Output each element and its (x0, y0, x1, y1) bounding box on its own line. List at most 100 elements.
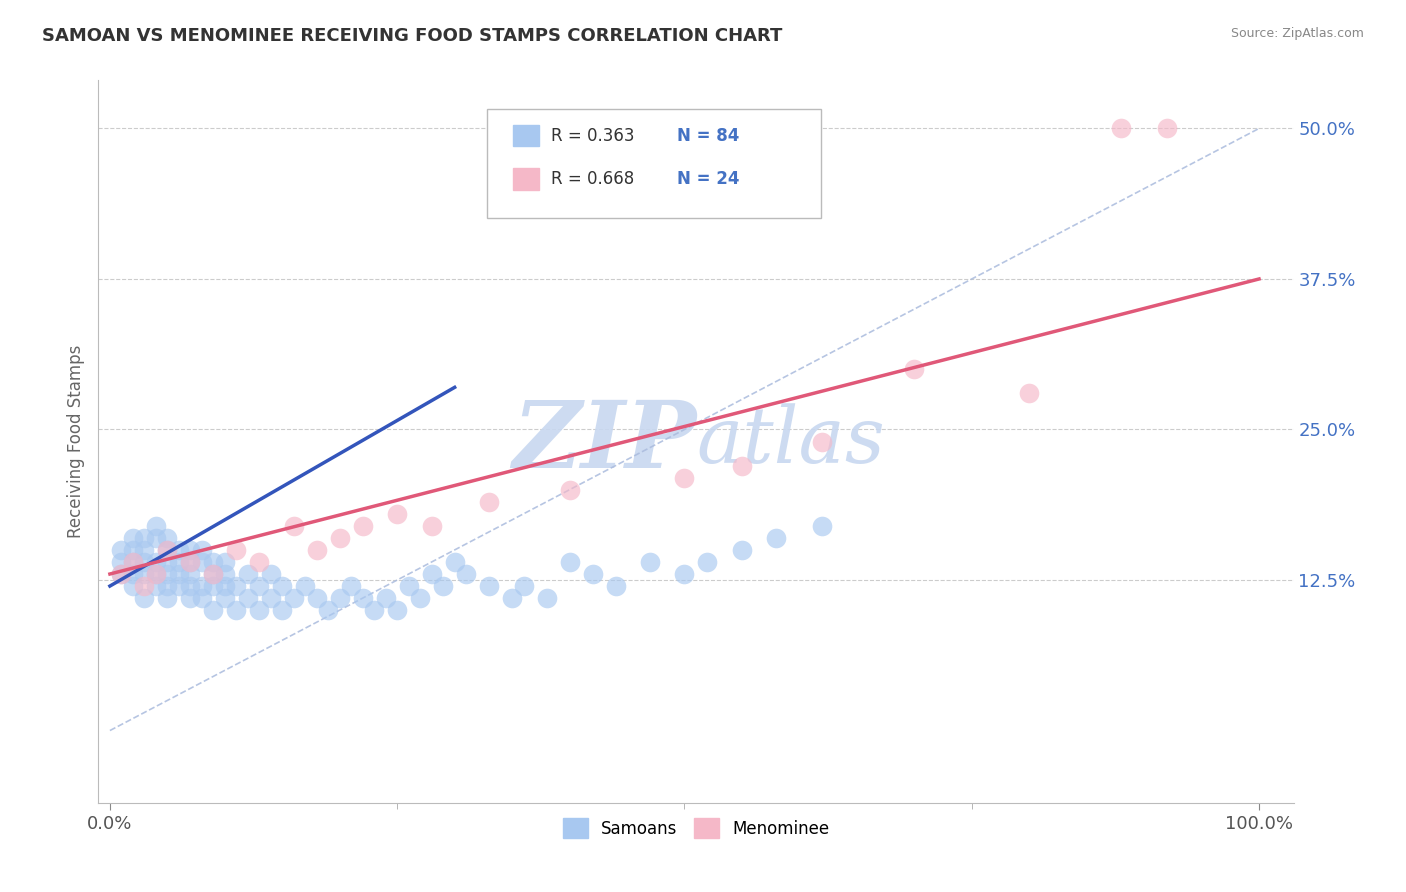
Point (271, 603, 294, 617)
Point (214, 555, 236, 569)
Point (156, 579, 179, 593)
Point (214, 567, 236, 582)
Point (385, 603, 409, 617)
Point (409, 591, 432, 606)
Point (1109, 121, 1132, 136)
Point (247, 555, 270, 569)
Point (811, 434, 834, 449)
Text: SAMOAN VS MENOMINEE RECEIVING FOOD STAMPS CORRELATION CHART: SAMOAN VS MENOMINEE RECEIVING FOOD STAMP… (42, 27, 783, 45)
Point (247, 603, 270, 617)
Point (432, 579, 454, 593)
Point (167, 567, 190, 582)
FancyBboxPatch shape (513, 168, 540, 190)
FancyBboxPatch shape (486, 109, 821, 218)
Point (903, 362, 925, 376)
Point (478, 579, 501, 593)
Point (156, 567, 179, 582)
Point (478, 494, 501, 508)
Point (673, 567, 696, 582)
Point (1018, 386, 1040, 401)
Point (145, 518, 167, 533)
Point (225, 603, 247, 617)
Point (398, 579, 420, 593)
Point (156, 542, 179, 557)
Point (420, 518, 443, 533)
Point (236, 567, 259, 582)
Point (536, 591, 558, 606)
FancyBboxPatch shape (513, 125, 540, 146)
Point (271, 579, 294, 593)
Point (122, 555, 145, 569)
Point (765, 531, 787, 545)
Point (352, 591, 374, 606)
Point (363, 603, 385, 617)
Point (122, 531, 145, 545)
Point (352, 518, 374, 533)
Point (731, 458, 754, 473)
Point (605, 579, 627, 593)
Point (145, 567, 167, 582)
Point (202, 603, 225, 617)
Text: N = 84: N = 84 (676, 127, 740, 145)
Point (512, 579, 534, 593)
Point (156, 531, 179, 545)
Point (283, 591, 305, 606)
Point (145, 531, 167, 545)
Text: R = 0.668: R = 0.668 (551, 169, 634, 188)
Point (731, 542, 754, 557)
Point (179, 579, 201, 593)
Point (122, 579, 145, 593)
Point (179, 591, 201, 606)
Point (134, 591, 156, 606)
Point (134, 542, 156, 557)
Point (558, 555, 581, 569)
Point (110, 542, 132, 557)
Point (340, 579, 363, 593)
Point (214, 591, 236, 606)
Point (145, 567, 167, 582)
Point (673, 470, 696, 484)
Point (202, 567, 225, 582)
Point (145, 555, 167, 569)
Point (167, 555, 190, 569)
Point (236, 591, 259, 606)
Point (134, 579, 156, 593)
Point (179, 555, 201, 569)
Point (110, 555, 132, 569)
Point (696, 555, 718, 569)
Point (638, 555, 661, 569)
Point (420, 567, 443, 582)
Point (811, 518, 834, 533)
Point (191, 542, 214, 557)
Point (134, 567, 156, 582)
Point (581, 567, 603, 582)
Point (110, 567, 132, 582)
Point (134, 555, 156, 569)
Point (501, 591, 523, 606)
Point (179, 567, 201, 582)
Point (145, 579, 167, 593)
Point (329, 591, 352, 606)
Point (122, 542, 145, 557)
Point (443, 555, 465, 569)
Text: N = 24: N = 24 (676, 169, 740, 188)
Point (179, 555, 201, 569)
Point (225, 542, 247, 557)
Point (214, 579, 236, 593)
Point (156, 591, 179, 606)
Text: atlas: atlas (696, 403, 884, 480)
Point (122, 555, 145, 569)
Point (316, 603, 339, 617)
Point (558, 483, 581, 497)
Y-axis label: Receiving Food Stamps: Receiving Food Stamps (66, 345, 84, 538)
Point (294, 579, 316, 593)
Point (202, 555, 225, 569)
Point (305, 542, 328, 557)
Point (329, 531, 352, 545)
Point (191, 555, 214, 569)
Text: ZIP: ZIP (512, 397, 696, 486)
Point (305, 591, 328, 606)
Point (191, 579, 214, 593)
Point (202, 579, 225, 593)
Point (179, 542, 201, 557)
